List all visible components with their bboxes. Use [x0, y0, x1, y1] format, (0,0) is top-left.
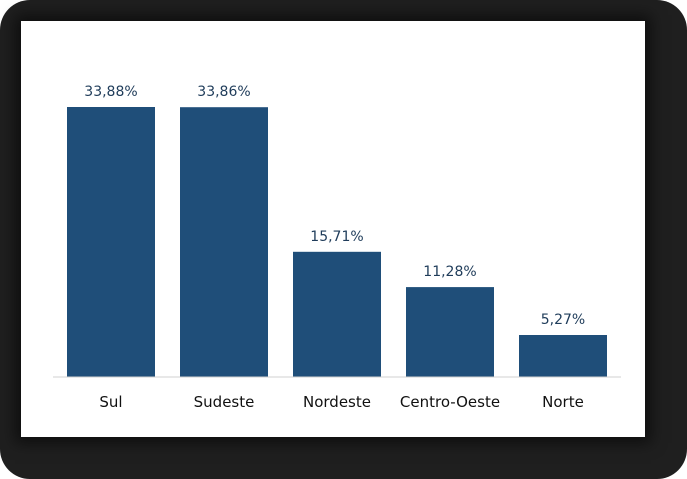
- x-tick-label-centro-oeste: Centro-Oeste: [400, 393, 500, 411]
- bar-sudeste: [180, 107, 268, 377]
- x-tick-label-sudeste: Sudeste: [194, 393, 255, 411]
- bar-nordeste: [293, 251, 381, 377]
- bar-centro-oeste: [406, 287, 494, 377]
- data-label-group: 33,88% 33,86% 15,71% 11,28% 5,27%: [84, 84, 585, 328]
- data-label-centro-oeste: 11,28%: [423, 264, 476, 280]
- category-label-group: Sul Sudeste Nordeste Centro-Oeste Norte: [99, 393, 583, 411]
- data-label-nordeste: 15,71%: [310, 229, 363, 245]
- bar-group: [67, 107, 607, 377]
- bar-norte: [519, 335, 607, 377]
- x-tick-label-nordeste: Nordeste: [303, 393, 371, 411]
- bar-sul: [67, 107, 155, 377]
- data-label-sul: 33,88%: [84, 84, 137, 100]
- data-label-sudeste: 33,86%: [197, 84, 250, 100]
- x-tick-label-sul: Sul: [99, 393, 122, 411]
- data-label-norte: 5,27%: [541, 312, 585, 328]
- x-tick-label-norte: Norte: [542, 393, 584, 411]
